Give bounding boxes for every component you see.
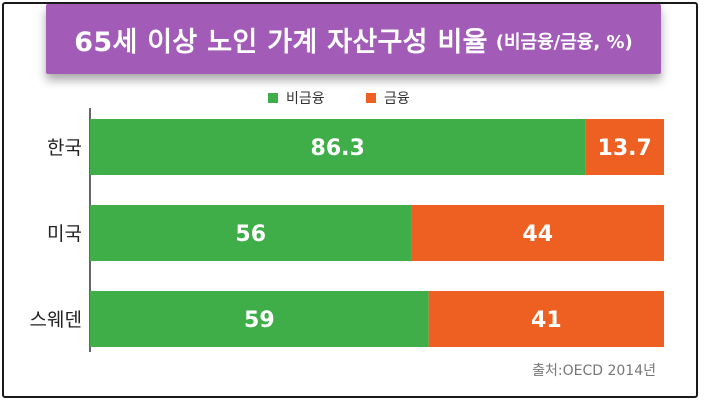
category-label-2: 미국: [47, 223, 82, 245]
legend-swatch-1: [268, 93, 278, 103]
chart-title: 65세 이상 노인 가계 자산구성 비율: [74, 26, 488, 58]
bar-3-1: [90, 291, 429, 347]
bar-1-1: [90, 119, 586, 175]
data-label-2-1: 56: [235, 222, 266, 247]
data-label-1-1: 86.3: [311, 136, 365, 161]
data-label-3-1: 59: [244, 308, 275, 333]
bar-2-1: [90, 205, 412, 261]
data-label-2-2: 44: [522, 222, 553, 247]
category-label-1: 한국: [47, 137, 82, 159]
legend-label-2: 금융: [384, 91, 410, 107]
bar-2-2: [411, 205, 664, 261]
category-label-3: 스웨덴: [30, 309, 82, 331]
title-banner: 65세 이상 노인 가계 자산구성 비율 (비금융/금융, %): [46, 4, 661, 74]
legend-swatch-2: [366, 93, 376, 103]
bar-1-2: [585, 119, 664, 175]
bar-3-2: [428, 291, 664, 347]
data-label-3-2: 41: [531, 308, 562, 333]
source-note: 출처:OECD 2014년: [532, 363, 656, 379]
data-label-1-2: 13.7: [598, 136, 652, 161]
chart-subtitle: (비금융/금융, %): [495, 31, 633, 53]
legend-label-1: 비금융: [286, 91, 325, 107]
